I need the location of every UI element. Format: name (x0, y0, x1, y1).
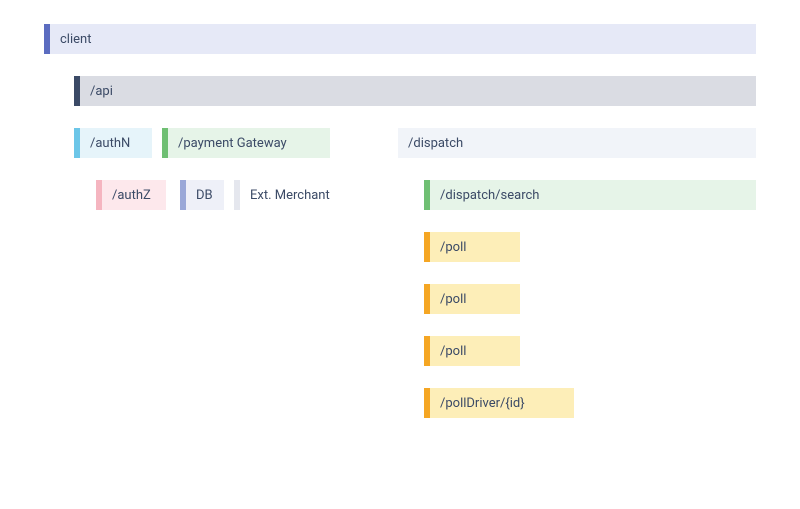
span-client: client (44, 24, 756, 54)
span-authn: /authN (74, 128, 152, 158)
span-payment-gateway: /payment Gateway (162, 128, 330, 158)
span-dispatch: /dispatch (392, 128, 756, 158)
span-dispatch-search: /dispatch/search (424, 180, 756, 210)
span-poll-2: /poll (424, 284, 520, 314)
span-api: /api (74, 76, 756, 106)
span-ext-merchant: Ext. Merchant (234, 180, 342, 210)
span-poll-1: /poll (424, 232, 520, 262)
span-authz: /authZ (96, 180, 166, 210)
span-poll-3: /poll (424, 336, 520, 366)
span-db: DB (180, 180, 224, 210)
span-poll-driver: /pollDriver/{id} (424, 388, 574, 418)
